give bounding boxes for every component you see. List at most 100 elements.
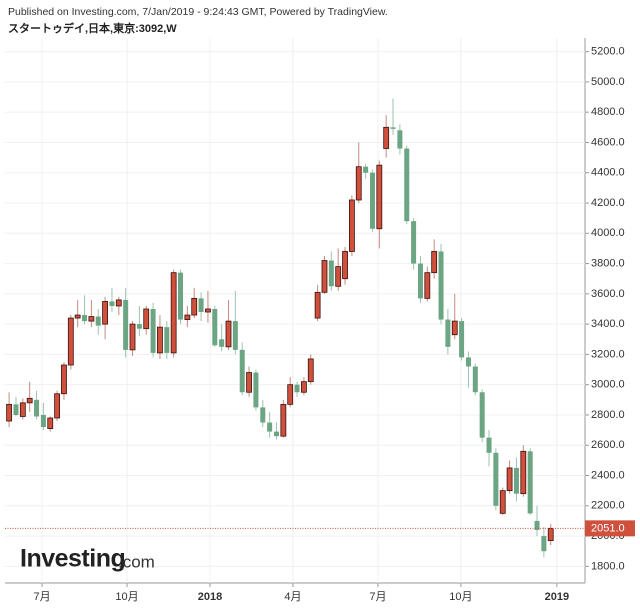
candle-body bbox=[198, 298, 204, 313]
candle-body bbox=[47, 417, 54, 429]
candle-body bbox=[260, 407, 266, 423]
last-price-box bbox=[585, 520, 635, 537]
x-tick-label: 10月 bbox=[115, 591, 138, 603]
candle-body bbox=[472, 366, 478, 393]
candle-body bbox=[294, 384, 300, 393]
y-tick-label: 4200.0 bbox=[591, 197, 625, 209]
candle-body bbox=[321, 260, 328, 293]
y-tick-label: 3200.0 bbox=[591, 348, 625, 360]
candle-body bbox=[54, 393, 61, 419]
x-tick-label: 4月 bbox=[284, 591, 301, 603]
x-tick-label: 10月 bbox=[449, 591, 472, 603]
x-tick-label: 7月 bbox=[369, 591, 386, 603]
candle-body bbox=[541, 536, 547, 552]
candle-body bbox=[465, 357, 471, 367]
candle-body bbox=[150, 308, 156, 353]
candle-body bbox=[143, 308, 150, 330]
candle-body bbox=[170, 272, 177, 354]
candle-body bbox=[115, 299, 122, 307]
candle-body bbox=[136, 324, 142, 329]
candle-body bbox=[307, 358, 314, 383]
candle-body bbox=[493, 452, 499, 506]
candle-body bbox=[74, 314, 81, 319]
y-tick-label: 2800.0 bbox=[591, 409, 625, 421]
candle-body bbox=[534, 520, 540, 531]
logo-suffix: .com bbox=[118, 552, 155, 571]
logo: Investing bbox=[20, 545, 125, 573]
candle-body bbox=[376, 164, 383, 230]
candle-body bbox=[123, 299, 129, 350]
y-tick-label: 4000.0 bbox=[591, 227, 625, 239]
last-price-label: 2051.0 bbox=[591, 522, 625, 534]
candle-body bbox=[67, 317, 74, 366]
candle-body bbox=[424, 272, 431, 299]
candle-body bbox=[383, 126, 390, 149]
candle-body bbox=[349, 199, 355, 252]
candle-body bbox=[459, 321, 465, 358]
candle-body bbox=[314, 291, 321, 319]
candle-body bbox=[506, 467, 513, 492]
y-tick-label: 2400.0 bbox=[591, 469, 625, 481]
candle-body bbox=[95, 316, 101, 326]
candle-body bbox=[232, 321, 238, 350]
candle-body bbox=[479, 392, 485, 438]
candle-body bbox=[438, 251, 444, 320]
candle-body bbox=[205, 308, 211, 313]
candle-body bbox=[411, 221, 417, 264]
candle-body bbox=[246, 372, 252, 393]
candle-body bbox=[178, 272, 184, 320]
candle-body bbox=[212, 308, 218, 346]
candle-body bbox=[164, 327, 170, 353]
candle-body bbox=[280, 403, 287, 437]
y-tick-label: 2600.0 bbox=[591, 439, 625, 451]
x-tick-label: 7月 bbox=[33, 591, 50, 603]
candle-body bbox=[6, 403, 13, 422]
y-tick-label: 3800.0 bbox=[591, 257, 625, 269]
candle-body bbox=[417, 263, 423, 299]
candle-body bbox=[253, 372, 259, 408]
candle-body bbox=[82, 315, 88, 322]
candle-body bbox=[328, 260, 334, 287]
candle-body bbox=[191, 297, 198, 316]
y-tick-label: 3400.0 bbox=[591, 318, 625, 330]
y-tick-label: 4400.0 bbox=[591, 167, 625, 179]
candle-body bbox=[369, 172, 375, 229]
y-tick-label: 4600.0 bbox=[591, 136, 625, 148]
candle-body bbox=[225, 320, 232, 348]
candle-body bbox=[342, 251, 348, 280]
y-tick-label: 5200.0 bbox=[591, 46, 625, 58]
candle-body bbox=[390, 127, 396, 129]
published-note: Published on Investing.com, 7/Jan/2019 -… bbox=[8, 6, 388, 18]
y-tick-label: 3000.0 bbox=[591, 379, 625, 391]
candle-body bbox=[219, 339, 225, 347]
candle-body bbox=[513, 467, 519, 494]
candle-body bbox=[109, 301, 115, 306]
candle-body bbox=[184, 314, 191, 320]
y-tick-label: 2200.0 bbox=[591, 500, 625, 512]
candle-body bbox=[157, 326, 163, 354]
candle-body bbox=[19, 402, 26, 417]
candle-body bbox=[499, 490, 506, 514]
candle-body bbox=[486, 437, 492, 453]
candle-body bbox=[88, 316, 95, 322]
candle-body bbox=[547, 527, 554, 542]
candle-body bbox=[363, 166, 369, 173]
candle-body bbox=[397, 130, 403, 149]
y-tick-label: 5000.0 bbox=[591, 76, 625, 88]
candle-body bbox=[239, 349, 245, 393]
candle-body bbox=[301, 381, 307, 393]
candle-body bbox=[267, 422, 273, 432]
candle-body bbox=[431, 251, 438, 274]
candle-body bbox=[129, 323, 136, 351]
y-tick-label: 4800.0 bbox=[591, 106, 625, 118]
candle-body bbox=[61, 364, 67, 395]
candle-body bbox=[355, 166, 362, 201]
candle-body bbox=[335, 266, 342, 287]
candle-body bbox=[34, 399, 40, 417]
candle-body bbox=[520, 450, 527, 495]
x-tick-label: 2018 bbox=[198, 591, 222, 603]
y-tick-label: 1800.0 bbox=[591, 560, 625, 572]
symbol-title: スタートゥデイ,日本,東京:3092,W bbox=[8, 21, 177, 35]
x-tick-label: 2019 bbox=[545, 591, 569, 603]
